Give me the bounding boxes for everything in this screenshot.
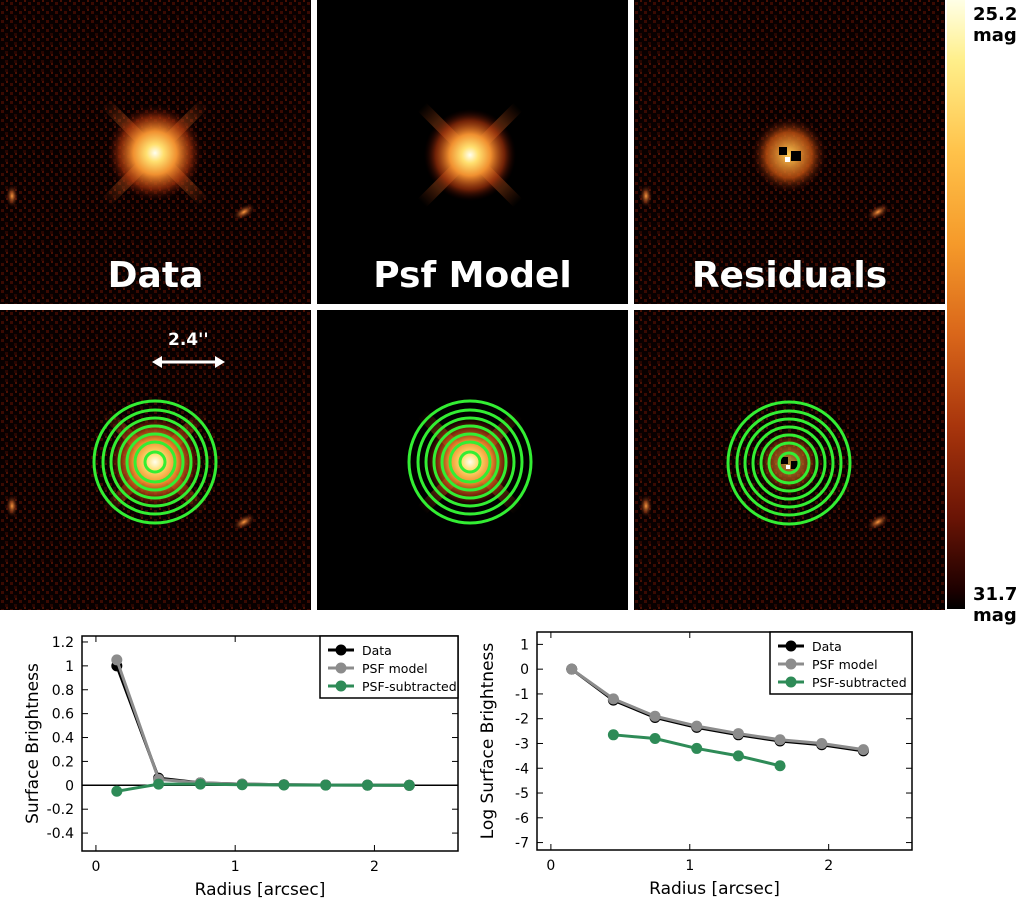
scale-bar-label: 2.4'' [168,330,209,350]
log-surface-brightness-chart: -7 -6 -5 -4 -3 -2 -1 0 1 0 1 2 Radius [arcsec] Log Su… [462,612,1024,899]
residuals-panel-label: Residuals [691,255,888,296]
series-line-psf-model [570,667,864,752]
x-axis-label: Radius [arcsec] [195,880,326,899]
psf-image-with-apertures [317,310,628,610]
data-point [111,785,123,797]
data-point [857,744,869,756]
legend-label: Data [812,639,842,654]
colorbar [947,0,965,609]
legend-label: PSF model [362,661,428,676]
x-tick-label: 2 [824,858,833,874]
data-image-with-apertures: 2.4'' [0,310,311,610]
y-tick-label: 1 [65,659,74,675]
data-point [774,760,786,772]
y-tick-label: -0.4 [47,826,74,842]
psf-model-image-panel: Psf Model [317,0,628,304]
data-point [566,663,578,675]
data-point [236,779,248,791]
data-image-panel: Data [0,0,311,304]
x-tick-label: 2 [370,859,379,875]
y-tick-label: -3 [515,736,529,752]
data-point [732,728,744,740]
surface-brightness-chart-svg: -0.4 -0.2 0 0.2 0.4 0.6 0.8 1 1.2 0 1 2 Radius [arcs… [23,635,459,900]
x-tick-label: 0 [546,858,555,874]
surface-brightness-chart: -0.4 -0.2 0 0.2 0.4 0.6 0.8 1 1.2 0 1 2 Radius [arcs… [0,612,480,900]
colorbar-bottom-value: 31.7 [973,584,1018,605]
legend-marker [785,676,797,688]
data-point [403,779,415,791]
y-tick-label: -4 [515,761,529,777]
legend-label: PSF model [812,657,878,672]
y-tick-label: -7 [515,836,529,852]
data-point [607,693,619,705]
log-surface-brightness-chart-svg: -7 -6 -5 -4 -3 -2 -1 0 1 0 1 2 Radius [arcsec] Log Su… [478,631,913,899]
plot-frame [81,635,459,852]
legend-label: Data [362,643,392,658]
y-tick-label: -6 [515,811,529,827]
legend-label: PSF-subtracted [812,675,907,690]
psf-panel-label: Psf Model [373,255,572,296]
legend-marker [785,658,797,670]
data-panel-label: Data [107,255,204,296]
data-point [774,734,786,746]
data-point [607,729,619,741]
colorbar-top-label: 25.2 mag [973,4,1017,46]
y-tick-label: 0 [65,778,74,794]
data-point [649,710,661,722]
data-point [732,750,744,762]
y-tick-label: -2 [515,712,529,728]
y-tick-label: 1 [520,637,529,653]
data-point [194,778,206,790]
data-point [361,779,373,791]
x-tick-label: 0 [91,859,100,875]
colorbar-bottom-unit: mag [973,605,1017,626]
residuals-image-panel: Residuals [634,0,945,304]
data-point [320,779,332,791]
data-point [816,737,828,749]
colorbar-top-unit: mag [973,25,1017,46]
legend-marker [785,640,797,652]
x-tick-label: 1 [685,858,694,874]
legend-marker [335,680,347,692]
y-tick-label: -1 [515,687,529,703]
y-axis-label: Log Surface Brightness [478,643,498,840]
colorbar-top-value: 25.2 [973,4,1018,25]
data-point [649,733,661,745]
x-axis-label: Radius [arcsec] [649,879,780,899]
y-tick-label: 1.2 [52,635,74,651]
y-tick-label: 0.8 [52,683,74,699]
y-axis-label: Surface Brightness [23,663,43,824]
series-line-psf-subtracted [116,782,410,793]
data-point [691,742,703,754]
y-tick-label: 0 [520,662,529,678]
colorbar-bottom-label: 31.7 mag [973,584,1017,626]
plot-frame [536,631,913,851]
y-tick-label: -0.2 [47,802,74,818]
data-point [153,778,165,790]
data-point [691,720,703,732]
y-tick-label: 0.6 [52,707,74,723]
y-tick-label: 0.4 [52,731,74,747]
x-tick-label: 1 [231,859,240,875]
y-tick-label: -5 [515,786,529,802]
legend-label: PSF-subtracted [362,679,457,694]
residuals-image-with-apertures [634,310,945,610]
data-point [111,654,123,666]
legend-marker [335,662,347,674]
legend-marker [335,644,347,656]
y-tick-label: 0.2 [52,754,74,770]
data-point [278,779,290,791]
